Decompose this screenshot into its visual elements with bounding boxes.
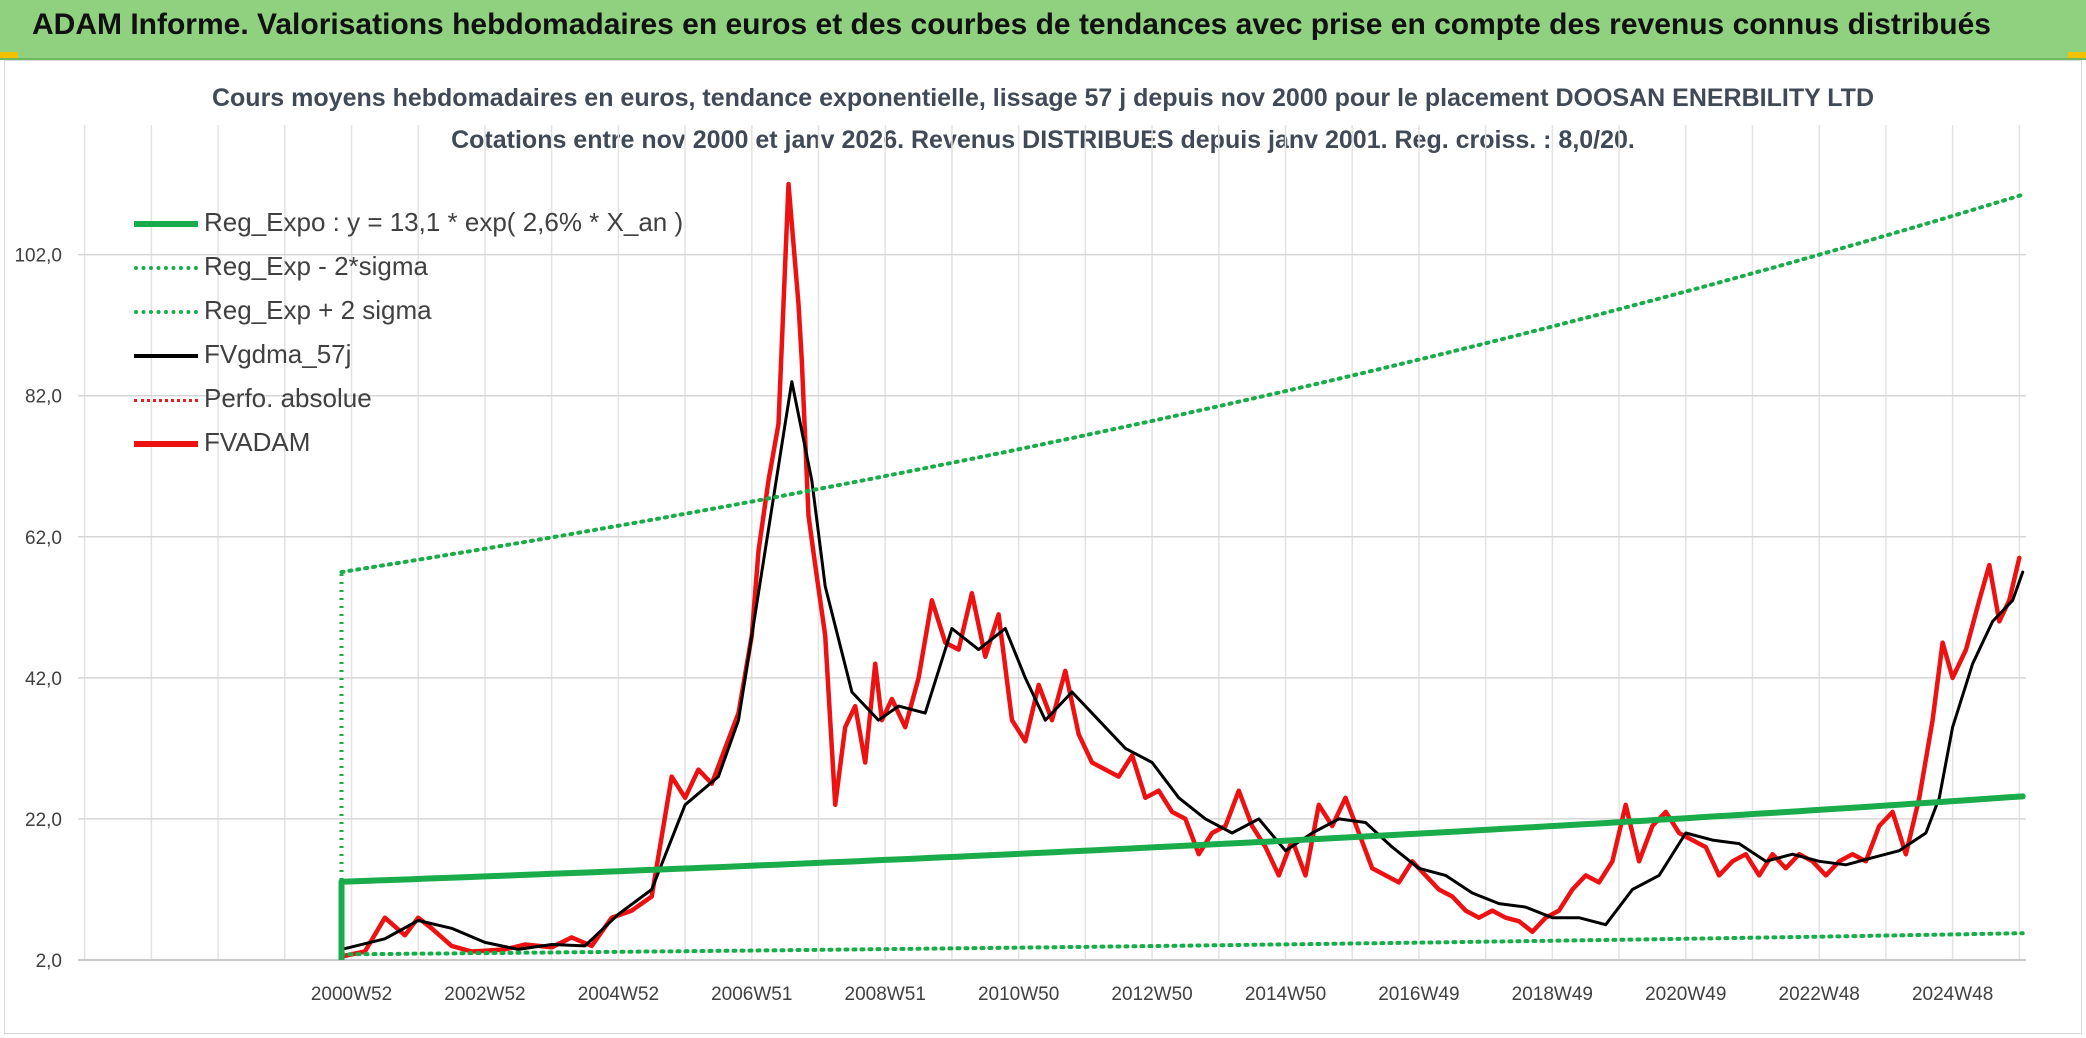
- legend-swatch-fvgdma: [134, 354, 198, 359]
- legend-item-perfo: Perfo. absolue: [134, 376, 683, 420]
- series-reg-expo-line: [338, 793, 2026, 885]
- chart-subtitle: Cotations entre nov 2000 et janv 2026. R…: [451, 126, 1635, 154]
- header-bar: ADAM Informe. Valorisations hebdomadaire…: [0, 0, 2086, 60]
- legend-item-reg-expo: Reg_Expo : y = 13,1 * exp( 2,6% * X_an ): [134, 200, 683, 244]
- x-tick-label: 2016W49: [1378, 984, 1459, 1005]
- legend-item-reg-exp-minus: Reg_Exp - 2*sigma: [134, 244, 683, 288]
- x-tick-label: 2008W51: [845, 984, 926, 1005]
- x-tick-label: 2020W49: [1645, 984, 1726, 1005]
- chart-title: Cours moyens hebdomadaires en euros, ten…: [211, 84, 1875, 112]
- chart-frame: [4, 60, 2082, 1034]
- legend-item-fvadam: FVADAM: [134, 420, 683, 464]
- legend-item-fvgdma: FVgdma_57j: [134, 332, 683, 376]
- x-tick-label: 2002W52: [444, 984, 525, 1005]
- x-tick-label: 2012W50: [1111, 984, 1192, 1005]
- legend-label-reg-exp-plus: Reg_Exp + 2 sigma: [204, 295, 432, 325]
- legend-swatch-reg-expo: [134, 221, 198, 228]
- legend-swatch-reg-exp-plus: [134, 310, 198, 315]
- legend-swatch-reg-exp-minus: [134, 266, 198, 271]
- y-tick-label: 62,0: [25, 528, 62, 549]
- x-tick-label: 2018W49: [1512, 984, 1593, 1005]
- legend-label-reg-exp-minus: Reg_Exp - 2*sigma: [204, 251, 428, 281]
- legend-label-perfo: Perfo. absolue: [204, 383, 372, 413]
- y-tick-label: 102,0: [14, 246, 62, 267]
- header-corner-right: [2068, 52, 2086, 58]
- legend-label-fvgdma: FVgdma_57j: [204, 339, 352, 369]
- x-tick-label: 2006W51: [711, 984, 792, 1005]
- x-tick-label: 2014W50: [1245, 984, 1326, 1005]
- y-tick-label: 2,0: [36, 951, 62, 972]
- y-tick-label: 42,0: [25, 669, 62, 690]
- series-reg-exp-minus-line: [339, 931, 2025, 957]
- legend-swatch-perfo: [134, 398, 198, 402]
- x-tick-label: 2004W52: [578, 984, 659, 1005]
- chart-legend: Reg_Expo : y = 13,1 * exp( 2,6% * X_an )…: [134, 200, 683, 464]
- x-tick-label: 2024W48: [1912, 984, 1993, 1005]
- y-tick-label: 22,0: [25, 810, 62, 831]
- series-reg-exp-plus-line: [339, 192, 2025, 575]
- header-corner-left: [0, 52, 18, 58]
- legend-item-reg-exp-plus: Reg_Exp + 2 sigma: [134, 288, 683, 332]
- series-fvgdma-line: [340, 380, 2025, 951]
- legend-label-fvadam: FVADAM: [204, 427, 311, 457]
- y-tick-label: 82,0: [25, 387, 62, 408]
- x-tick-label: 2010W50: [978, 984, 1059, 1005]
- legend-swatch-fvadam: [134, 441, 198, 448]
- x-tick-label: 2022W48: [1779, 984, 1860, 1005]
- header-title: ADAM Informe. Valorisations hebdomadaire…: [32, 8, 1991, 41]
- x-tick-label: 2000W52: [311, 984, 392, 1005]
- legend-label-reg-expo: Reg_Expo : y = 13,1 * exp( 2,6% * X_an ): [204, 207, 684, 237]
